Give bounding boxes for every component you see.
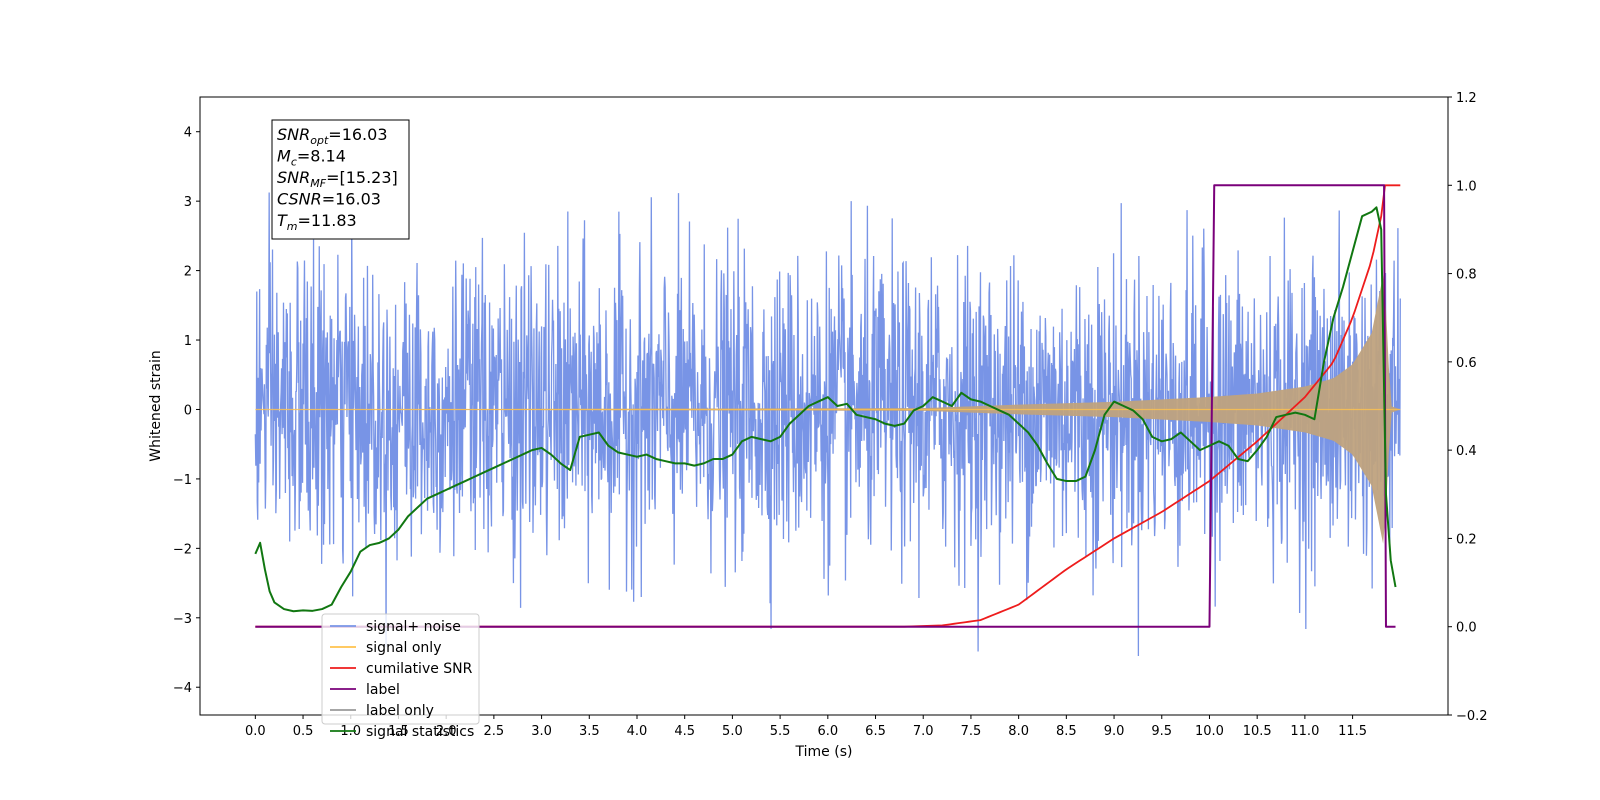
annotation-value: =16.03	[328, 125, 387, 144]
x-tick-label: 10.5	[1243, 724, 1272, 739]
x-tick-label: 3.0	[531, 724, 552, 739]
x-tick-label: 7.5	[961, 724, 982, 739]
annotation-line: SNRopt=16.03	[277, 125, 388, 147]
legend-entry-label: signal only	[366, 640, 441, 656]
x-tick-label: 2.0	[436, 724, 457, 739]
x-tick-label: 2.5	[484, 724, 505, 739]
annotation-symbol: SNR	[277, 125, 310, 144]
y-axis-right-ticks: −0.2 0.0 0.2 0.4 0.6 0.8 1.0 1.2	[1448, 91, 1488, 724]
y-right-tick-label: 0.4	[1456, 444, 1477, 459]
y-tick-label: 1	[184, 334, 192, 349]
axes-frame	[199, 96, 1449, 716]
annotation-subscript: c	[291, 156, 297, 169]
annotation-line: SNRMF=[15.23]	[277, 168, 398, 190]
y-tick-label: −2	[173, 542, 192, 557]
annotation-line: CSNR=16.03	[277, 190, 381, 209]
x-tick-label: 4.5	[674, 724, 695, 739]
x-tick-label: 9.5	[1151, 724, 1172, 739]
annotation-subscript: m	[287, 220, 298, 233]
annotation-subscript: MF	[310, 177, 326, 190]
y-tick-label: −1	[173, 473, 192, 488]
x-tick-label: 7.0	[913, 724, 934, 739]
x-tick-label: 6.5	[865, 724, 886, 739]
y-axis-label: Whitened strain	[148, 350, 164, 461]
x-axis-label: Time (s)	[795, 744, 853, 760]
annotation-line: Mc=8.14	[277, 147, 346, 169]
series-signal-statistics-line	[254, 206, 1397, 613]
legend-frame	[321, 613, 480, 725]
annotation-value: =[15.23]	[326, 168, 398, 187]
annotation-symbol: CSNR	[277, 190, 322, 209]
annotation-symbol: SNR	[277, 168, 310, 187]
x-tick-label: 4.0	[627, 724, 648, 739]
y-right-tick-label: 1.0	[1456, 179, 1477, 194]
annotation-box: SNRopt=16.03Mc=8.14SNRMF=[15.23]CSNR=16.…	[271, 119, 410, 240]
annotation-line: Tm=11.83	[277, 211, 357, 233]
x-tick-label: 5.0	[722, 724, 743, 739]
x-tick-label: 11.5	[1338, 724, 1367, 739]
x-tick-label: 6.0	[817, 724, 838, 739]
x-tick-label: 0.5	[293, 724, 314, 739]
annotation-symbol: T	[277, 211, 288, 230]
x-tick-label: 3.5	[579, 724, 600, 739]
x-tick-label: 0.0	[245, 724, 266, 739]
x-tick-label: 8.0	[1008, 724, 1029, 739]
y-tick-label: −3	[173, 612, 192, 627]
annotation-box-frame	[271, 119, 410, 240]
x-tick-label: 5.5	[770, 724, 791, 739]
annotation-value: =11.83	[298, 211, 357, 230]
series-signal-noise-line	[254, 192, 1401, 657]
x-tick-label: 9.0	[1104, 724, 1125, 739]
series-label-line	[255, 184, 1396, 628]
x-tick-label: 11.0	[1290, 724, 1319, 739]
y-right-tick-label: 0.6	[1456, 356, 1477, 371]
y-right-tick-label: 1.2	[1456, 91, 1477, 106]
legend-entry-label: label	[366, 682, 400, 698]
legend-entry-label: signal statistics	[366, 724, 474, 740]
x-tick-label: 1.5	[388, 724, 409, 739]
x-tick-label: 8.5	[1056, 724, 1077, 739]
y-right-tick-label: 0.0	[1456, 621, 1477, 636]
y-tick-label: 0	[184, 403, 192, 418]
annotation-symbol: M	[277, 147, 291, 166]
legend-entry-label: signal+ noise	[366, 619, 461, 635]
annotation-value: =16.03	[322, 190, 381, 209]
annotation-subscript: opt	[310, 134, 329, 147]
y-right-tick-label: 0.2	[1456, 532, 1477, 547]
y-tick-label: −4	[173, 681, 192, 696]
y-tick-label: 3	[184, 195, 192, 210]
y-right-tick-label: −0.2	[1456, 709, 1488, 724]
annotation-value: =8.14	[297, 147, 346, 166]
legend: signal+ noise signal only cumilative SNR la…	[321, 613, 480, 740]
x-axis-ticks: 0.0 0.5 1.0 1.5 2.0 2.5 3.0 3.5 4.0 4.5 5.0 5.5 6.0 6…	[245, 715, 1367, 739]
y-tick-label: 2	[184, 265, 192, 280]
y-tick-label: 4	[184, 126, 192, 141]
y-axis-left-ticks: −4 −3 −2 −1 0 1 2 3 4	[173, 126, 200, 696]
y-right-tick-label: 0.8	[1456, 268, 1477, 283]
x-tick-label: 10.0	[1195, 724, 1224, 739]
legend-entry-label: label only	[366, 703, 434, 719]
legend-entry-label: cumilative SNR	[366, 661, 473, 677]
